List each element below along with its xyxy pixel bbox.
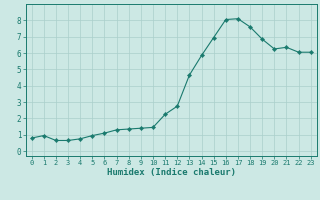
X-axis label: Humidex (Indice chaleur): Humidex (Indice chaleur) xyxy=(107,168,236,177)
